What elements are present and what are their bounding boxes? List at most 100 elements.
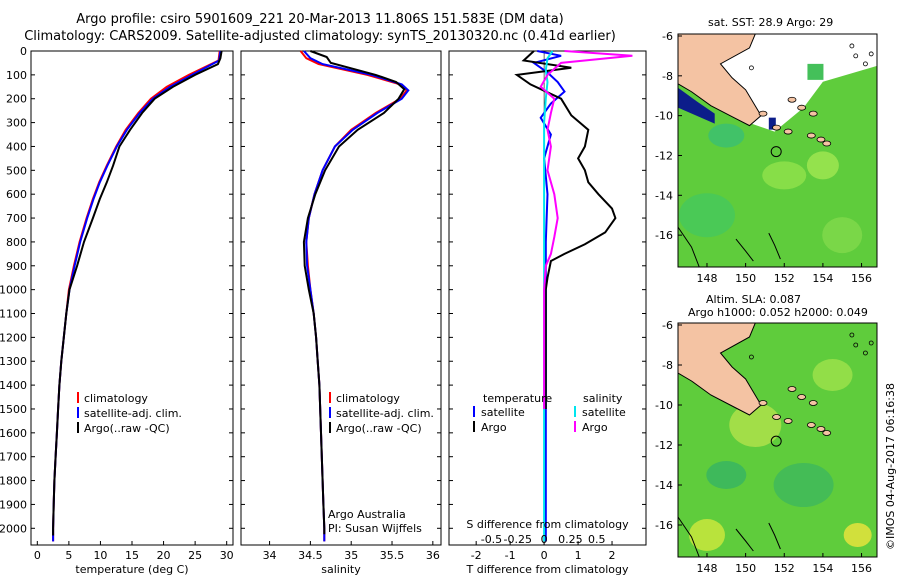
map-y-tick-label: -16 <box>655 229 673 242</box>
coastline <box>678 226 700 267</box>
island <box>797 394 807 400</box>
map-x-tick-label: 150 <box>735 272 756 285</box>
field-patch <box>773 463 834 507</box>
x-top-tick-label: 0 <box>541 533 548 546</box>
x-tick-label: 35.5 <box>380 549 405 562</box>
x-axis-label: temperature (deg C) <box>75 563 188 576</box>
y-tick-label: 1200 <box>0 331 27 344</box>
x-tick-label: 5 <box>65 549 72 562</box>
argo-location-marker <box>770 435 782 447</box>
map-frame <box>677 33 878 268</box>
island <box>783 128 793 135</box>
y-tick-label: 1000 <box>0 284 27 297</box>
map-sst-title: sat. SST: 28.9 Argo: 29 <box>708 16 834 29</box>
x-tick-label: 0 <box>541 549 548 562</box>
credit-line-1: Argo Australia <box>328 508 406 521</box>
y-tick-label: 1800 <box>0 475 27 488</box>
x-axis-label: T difference from climatology <box>466 563 629 576</box>
legend-label: Argo <box>481 421 507 434</box>
legend-title-temperature: temperature <box>483 392 552 405</box>
argo-location-marker <box>770 146 782 158</box>
y-tick-label: 1900 <box>0 498 27 511</box>
series-salinity-argo <box>539 50 633 409</box>
cold-patch <box>678 87 715 124</box>
map-x-tick-label: 148 <box>696 562 717 575</box>
legend-label: Argo(..raw -QC) <box>336 422 422 435</box>
field-patch <box>807 63 824 80</box>
island <box>816 426 826 432</box>
field-patch <box>729 403 782 447</box>
map-sla-title-2: Argo h1000: 0.052 h2000: 0.049 <box>688 306 868 319</box>
map-body <box>678 34 877 267</box>
field-patch <box>706 461 747 489</box>
series-temperature-argo <box>514 50 617 409</box>
panel-temperature <box>30 50 234 546</box>
map-sla-title-1: Altim. SLA: 0.087 <box>706 293 802 306</box>
map-y-tick-label: -10 <box>655 399 673 412</box>
y-tick-label: 800 <box>6 236 27 249</box>
island <box>868 340 874 346</box>
legend-label: Argo(..raw -QC) <box>84 422 170 435</box>
y-tick-label: 200 <box>6 93 27 106</box>
map-x-tick-label: 150 <box>735 562 756 575</box>
map-y-tick-label: -14 <box>655 479 673 492</box>
y-tick-label: 1500 <box>0 403 27 416</box>
x-tick-label: 25 <box>188 549 202 562</box>
island <box>772 124 781 131</box>
y-tick-label: 500 <box>6 164 27 177</box>
island <box>797 104 807 111</box>
field-patch <box>688 519 725 551</box>
island <box>758 400 768 406</box>
y-tick-label: 100 <box>6 69 27 82</box>
island <box>749 354 754 360</box>
map-y-tick-label: -12 <box>655 439 673 452</box>
title-line-2: Climatology: CARS2009. Satellite-adjuste… <box>24 29 616 44</box>
x-tick-label: 1 <box>575 549 582 562</box>
map-y-tick-label: -10 <box>655 110 673 123</box>
series-argo <box>302 50 406 535</box>
map-sst <box>677 33 878 268</box>
field-patch <box>843 523 872 547</box>
y-tick-label: 1400 <box>0 379 27 392</box>
legend-title-salinity: salinity <box>583 392 623 405</box>
island <box>816 136 826 143</box>
field-patch <box>812 359 853 391</box>
island <box>822 430 832 436</box>
y-tick-label: 400 <box>6 140 27 153</box>
island <box>783 418 793 424</box>
panel-frame <box>240 50 442 546</box>
field-patch <box>806 151 839 180</box>
reef <box>735 528 754 552</box>
cold-patch <box>768 117 776 130</box>
island <box>806 422 816 428</box>
panel-frame <box>30 50 234 546</box>
map-x-tick-label: 154 <box>812 272 833 285</box>
island <box>822 140 832 147</box>
reef <box>735 238 754 262</box>
imos-stamp: ©IMOS 04-Aug-2017 06:16:38 <box>884 383 897 550</box>
field-patch <box>678 193 735 238</box>
island <box>787 96 797 103</box>
x-tick-label: 0 <box>34 549 41 562</box>
island <box>772 414 781 420</box>
island <box>808 110 818 117</box>
island <box>808 400 818 406</box>
panel-salinity <box>240 50 442 546</box>
map-x-tick-label: 156 <box>851 272 872 285</box>
x-tick-label: 34 <box>263 549 277 562</box>
legend-label: satellite-adj. clim. <box>84 407 182 420</box>
y-tick-label: 900 <box>6 260 27 273</box>
x-tick-label: 30 <box>220 549 234 562</box>
legend-label: climatology <box>84 392 148 405</box>
map-y-tick-label: -6 <box>662 30 673 43</box>
reef <box>768 232 781 260</box>
y-tick-label: 600 <box>6 188 27 201</box>
island <box>853 342 859 348</box>
legend-label: Argo <box>582 421 608 434</box>
field-patch <box>708 123 745 148</box>
field-patch <box>762 161 807 190</box>
island <box>758 110 768 117</box>
map-x-tick-label: 152 <box>774 562 795 575</box>
y-tick-label: 300 <box>6 117 27 130</box>
